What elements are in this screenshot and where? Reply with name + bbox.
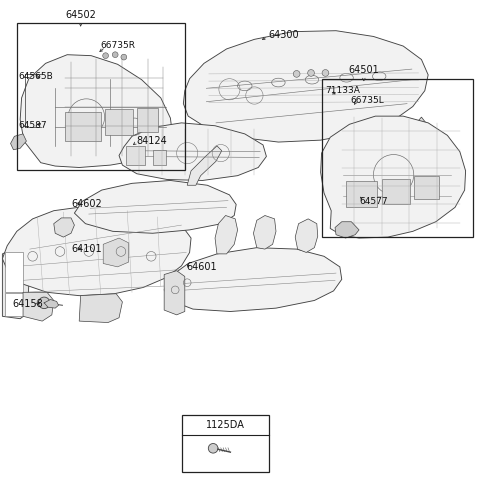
Polygon shape (321, 116, 466, 238)
Text: 64501: 64501 (348, 65, 379, 75)
Text: 64577: 64577 (359, 197, 388, 206)
Bar (5, 252, 23, 292)
Text: 64602: 64602 (71, 200, 102, 209)
Polygon shape (20, 55, 173, 167)
Bar (5, 293, 23, 316)
Polygon shape (187, 146, 222, 185)
Polygon shape (335, 222, 359, 238)
Bar (65, 112, 101, 141)
Polygon shape (79, 294, 122, 322)
Text: 64101: 64101 (71, 244, 102, 254)
Polygon shape (253, 215, 276, 249)
Circle shape (103, 53, 108, 58)
Polygon shape (23, 292, 54, 321)
Bar (105, 109, 133, 135)
Polygon shape (2, 246, 30, 319)
Bar (322, 78, 473, 237)
Polygon shape (44, 299, 59, 308)
Text: 64565B: 64565B (18, 72, 53, 81)
Polygon shape (183, 31, 428, 142)
Bar (182, 414, 269, 472)
Polygon shape (164, 271, 185, 315)
Bar (382, 180, 410, 204)
Bar (414, 176, 439, 199)
Circle shape (38, 297, 50, 309)
Bar (346, 181, 377, 207)
Polygon shape (2, 206, 191, 296)
Circle shape (112, 52, 118, 57)
Polygon shape (103, 238, 129, 267)
Bar (137, 109, 158, 132)
Text: 64158: 64158 (12, 299, 43, 309)
Circle shape (121, 54, 127, 60)
Text: 1125DA: 1125DA (206, 421, 245, 430)
Text: 64300: 64300 (269, 31, 300, 41)
Polygon shape (407, 117, 434, 155)
Text: 66735L: 66735L (350, 96, 384, 105)
Polygon shape (295, 219, 318, 253)
Circle shape (293, 70, 300, 77)
Polygon shape (54, 218, 74, 237)
Bar (153, 150, 166, 165)
Text: 84124: 84124 (137, 136, 168, 146)
Circle shape (308, 69, 314, 76)
Polygon shape (119, 123, 266, 181)
Bar (126, 146, 145, 165)
Polygon shape (215, 215, 238, 254)
Circle shape (208, 444, 218, 453)
Polygon shape (11, 134, 26, 150)
Text: 64601: 64601 (186, 262, 217, 272)
Text: 64502: 64502 (65, 10, 96, 20)
Text: 71133A: 71133A (325, 86, 360, 95)
Circle shape (322, 69, 329, 76)
Text: 66735R: 66735R (101, 41, 136, 50)
Text: 64587: 64587 (18, 121, 47, 130)
Bar (17, 24, 185, 170)
Polygon shape (74, 181, 236, 233)
Polygon shape (164, 247, 342, 311)
